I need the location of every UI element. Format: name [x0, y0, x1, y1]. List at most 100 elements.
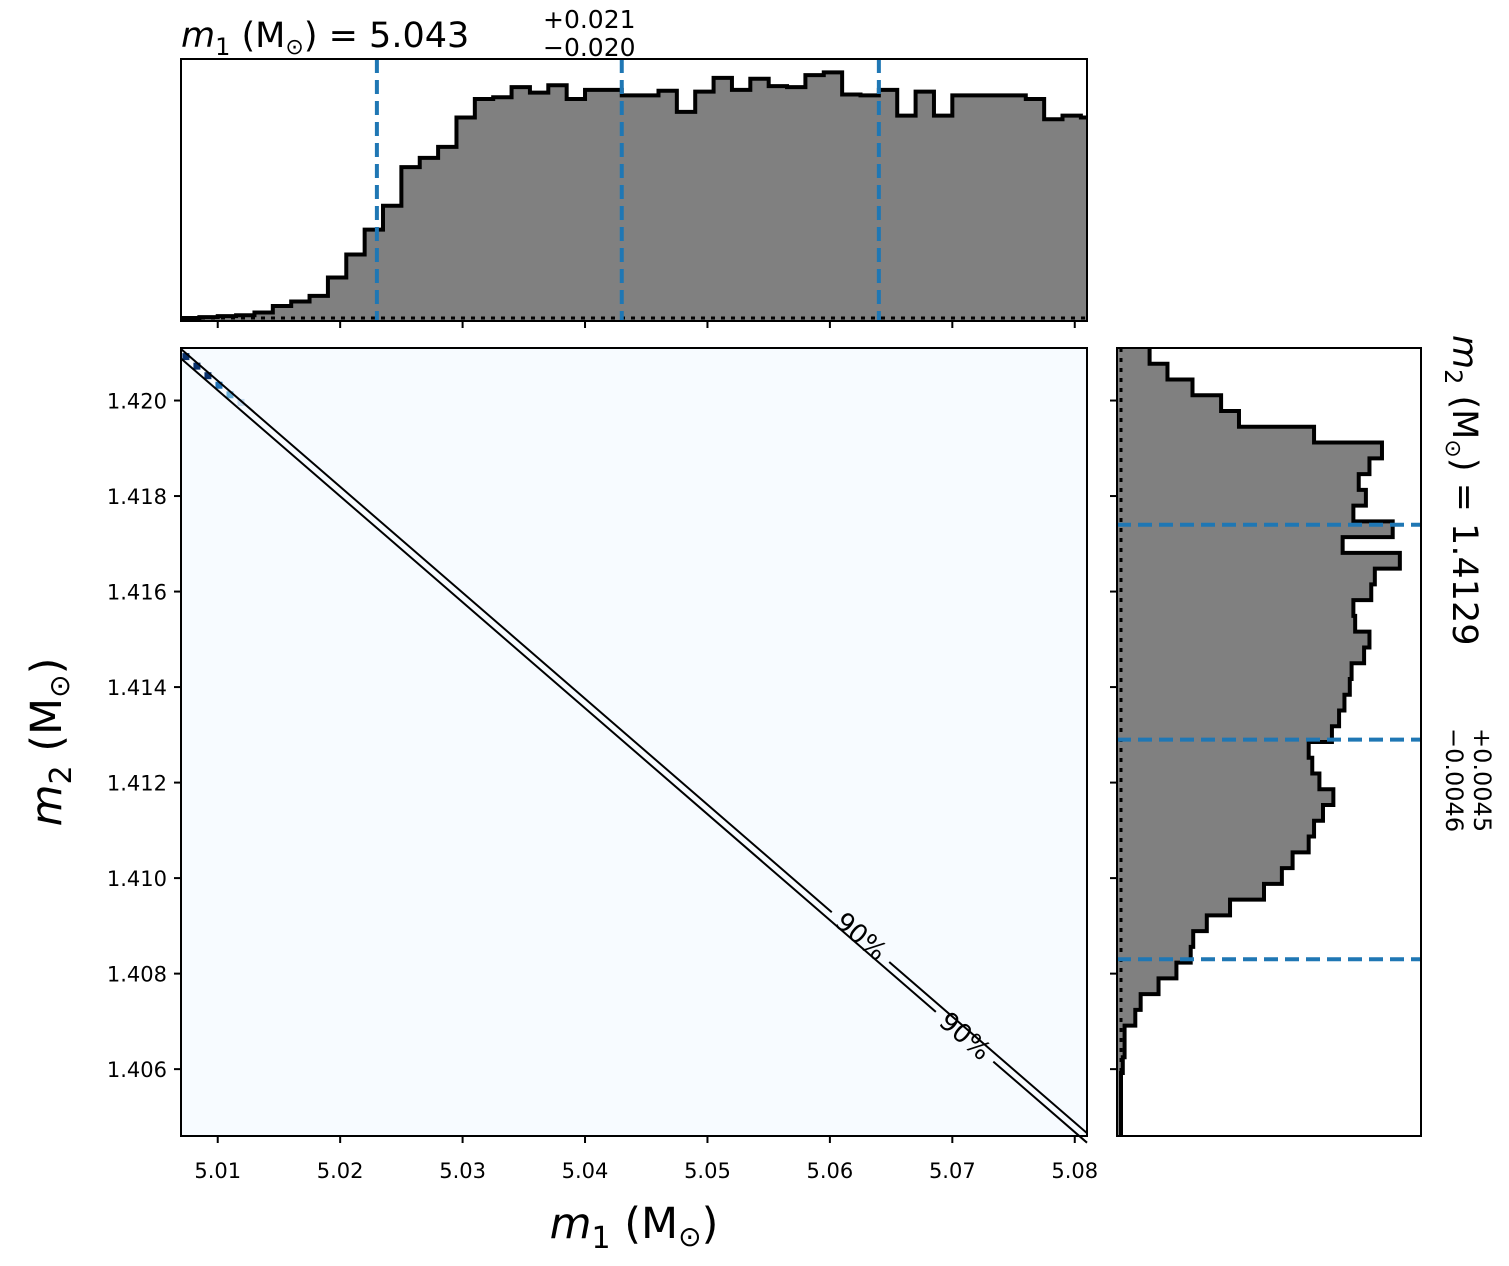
- m2-title-minus-error: −0.0046: [1440, 728, 1468, 832]
- m2-histogram-bar: [1117, 552, 1400, 570]
- m1-histogram-bar: [1025, 99, 1045, 321]
- m2-histogram-bar: [1117, 915, 1207, 932]
- contour-90-line: [180, 348, 833, 913]
- m2-histogram-bar: [1117, 1025, 1125, 1042]
- y-tick-label: 1.416: [107, 581, 167, 605]
- x-tick-label: 5.06: [807, 1159, 854, 1183]
- joint-x-ticks: 5.01 5.02 5.03 5.04 5.05 5.06 5.07 5.08: [194, 1136, 1098, 1183]
- m1-histogram-bar: [585, 89, 604, 321]
- m2-histogram-bar: [1117, 458, 1370, 475]
- m2-title-var: m: [1444, 335, 1484, 369]
- m2-histogram-bar: [1117, 899, 1231, 916]
- m2-histogram-bar: [1117, 647, 1365, 664]
- m1-histogram-bar: [658, 90, 678, 321]
- x-tick-label: 5.05: [684, 1159, 731, 1183]
- x-label-var: m: [550, 1199, 592, 1249]
- contour-90-line: [992, 1060, 1088, 1144]
- m1-histogram-bar: [603, 89, 623, 321]
- m2-histogram-bar: [1117, 931, 1194, 948]
- m2-histogram-bar: [1117, 568, 1375, 585]
- m1-histogram-bar: [933, 115, 953, 321]
- m2-histogram-bar: [1117, 442, 1382, 459]
- m2-title-plus-error: +0.0045: [1468, 728, 1496, 832]
- m1-histogram-bar: [493, 97, 513, 321]
- m2-histogram-bar: [1117, 584, 1372, 601]
- m1-marginal-panel: m1 (M⊙) = 5.043 +0.021 −0.020: [180, 5, 1088, 328]
- m1-histogram-bar: [236, 315, 255, 321]
- y-tick-label: 1.412: [107, 772, 167, 796]
- m1-histogram-bar: [676, 111, 696, 321]
- m2-histogram-bar: [1117, 852, 1293, 869]
- m1-histogram-bar: [309, 295, 329, 321]
- m2-histogram-bar: [1117, 1057, 1123, 1074]
- m2-marginal-ticks: [1110, 399, 1117, 1071]
- x-tick-label: 5.08: [1051, 1159, 1098, 1183]
- m1-histogram-bar: [1007, 95, 1027, 321]
- m1-histogram-bar: [640, 95, 659, 321]
- m2-marginal-title: m2 (M⊙) = 1.4129: [1439, 335, 1484, 646]
- m2-histogram-bar: [1117, 962, 1177, 979]
- y-tick-label: 1.418: [107, 485, 167, 509]
- heatmap-cell: [215, 381, 223, 389]
- m2-histogram-bar: [1117, 363, 1168, 381]
- x-tick-label: 5.03: [439, 1159, 486, 1183]
- m1-histogram-bars: [181, 72, 1088, 322]
- m1-histogram-bar: [419, 157, 439, 321]
- m1-marginal-frame: [180, 58, 1088, 322]
- m1-histogram-bar: [768, 86, 788, 321]
- m1-title-sun: ⊙: [285, 35, 303, 60]
- m1-histogram-bar: [878, 89, 898, 321]
- m2-histogram-bar: [1117, 348, 1150, 365]
- m1-title-minus-error: −0.020: [543, 33, 636, 62]
- m2-marginal-frame: [1116, 347, 1422, 1137]
- heatmap-cell: [204, 372, 212, 380]
- joint-heatmap-cells: [182, 353, 245, 406]
- y-label-unit: (M: [22, 698, 72, 766]
- joint-panel: 90%90% 5.01 5.02 5.03 5.04 5.05 5.06 5.07 5.08 …: [22, 347, 1098, 1256]
- m1-histogram-bar: [989, 95, 1008, 321]
- m1-marginal-ticks: [216, 321, 1076, 328]
- m1-histogram-bar: [952, 95, 972, 321]
- contour-90-line: [888, 961, 1088, 1134]
- y-tick-label: 1.410: [107, 867, 167, 891]
- m1-histogram-bar: [1062, 115, 1082, 321]
- m2-histogram-bar: [1117, 505, 1354, 522]
- x-label-unit: (M: [611, 1199, 679, 1249]
- y-label-close: ): [22, 658, 72, 675]
- m2-title-value: ) = 1.4129: [1444, 458, 1484, 646]
- m2-histogram-bar: [1117, 537, 1343, 554]
- m1-histogram-bar: [529, 92, 549, 321]
- x-axis-label: m1 (M⊙): [550, 1199, 719, 1256]
- m2-histogram-bar: [1117, 789, 1334, 806]
- y-label-sub: 2: [44, 765, 79, 784]
- m1-histogram-bar: [750, 78, 770, 321]
- m2-histogram-bar: [1117, 395, 1222, 412]
- y-tick-label: 1.420: [107, 390, 167, 414]
- m2-histogram-bar: [1117, 411, 1239, 428]
- m2-histogram-bar: [1117, 631, 1370, 648]
- m2-histogram-bar: [1117, 820, 1315, 838]
- m2-title-sun: ⊙: [1440, 439, 1465, 457]
- x-tick-label: 5.01: [194, 1159, 241, 1183]
- heatmap-cell: [193, 362, 201, 370]
- m2-histogram-outline: [1119, 348, 1402, 1136]
- m1-histogram-bar: [731, 89, 751, 321]
- y-axis-label: m2 (M⊙): [22, 658, 79, 827]
- m1-histogram-bar: [272, 306, 292, 321]
- m2-title-sub: 2: [1439, 369, 1467, 384]
- y-tick-label: 1.408: [107, 963, 167, 987]
- m2-histogram-bar: [1117, 742, 1309, 759]
- x-tick-label: 5.04: [562, 1159, 609, 1183]
- m1-histogram-bar: [548, 85, 568, 322]
- m1-histogram-bar: [566, 99, 586, 321]
- m1-histogram-bar: [970, 95, 990, 321]
- m2-histogram-bar: [1117, 474, 1359, 491]
- m2-histogram-bar: [1117, 805, 1323, 822]
- m1-histogram-bar: [713, 77, 733, 321]
- m1-histogram-bar: [401, 167, 421, 321]
- m1-title-plus-error: +0.021: [543, 5, 636, 34]
- m2-histogram-bar: [1117, 773, 1320, 790]
- m1-histogram-bar: [327, 277, 347, 321]
- m1-histogram-bar: [897, 115, 917, 321]
